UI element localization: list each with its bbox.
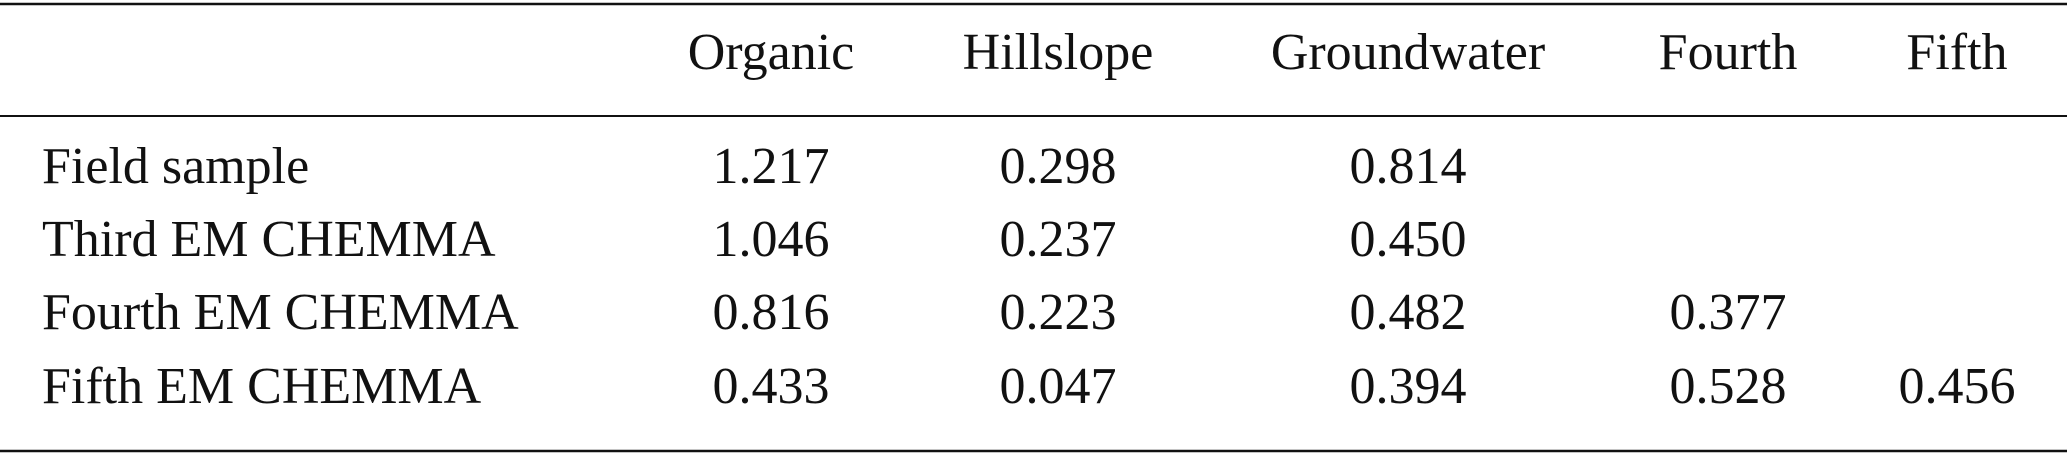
column-header: Hillslope [963, 24, 1154, 81]
row-label: Third EM CHEMMA [42, 211, 496, 268]
row-label: Fifth EM CHEMMA [42, 358, 482, 415]
cell: 0.377 [1670, 284, 1787, 341]
cell: 1.046 [713, 211, 830, 268]
column-header: Fourth [1659, 24, 1798, 81]
cell: 0.298 [1000, 138, 1117, 195]
cell: 1.217 [713, 138, 830, 195]
cell: 0.450 [1350, 211, 1467, 268]
cell: 0.047 [1000, 358, 1117, 415]
cell: 0.816 [713, 284, 830, 341]
cell: 0.237 [1000, 211, 1117, 268]
column-header: Fifth [1906, 24, 2007, 81]
cell: 0.394 [1350, 358, 1467, 415]
cell: 0.223 [1000, 284, 1117, 341]
cell: 0.433 [713, 358, 830, 415]
cell: 0.456 [1899, 358, 2016, 415]
cell: 0.482 [1350, 284, 1467, 341]
row-label: Fourth EM CHEMMA [42, 284, 519, 341]
row-label: Field sample [42, 138, 309, 195]
cell: 0.528 [1670, 358, 1787, 415]
column-header: Organic [688, 24, 855, 81]
cell: 0.814 [1350, 138, 1467, 195]
column-header: Groundwater [1271, 24, 1545, 81]
